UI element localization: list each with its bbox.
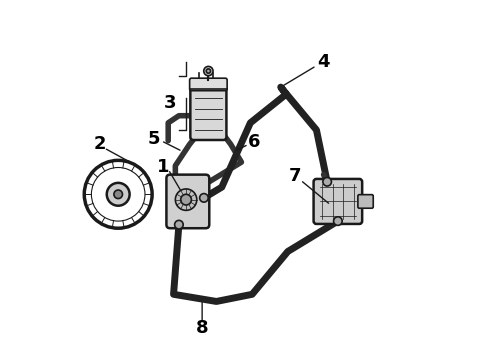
Circle shape bbox=[204, 66, 213, 76]
Text: 8: 8 bbox=[196, 319, 208, 337]
Circle shape bbox=[114, 190, 122, 199]
Circle shape bbox=[206, 69, 211, 73]
Text: 4: 4 bbox=[318, 53, 330, 71]
Circle shape bbox=[175, 189, 197, 210]
Text: 5: 5 bbox=[147, 130, 160, 148]
FancyBboxPatch shape bbox=[314, 179, 362, 224]
Text: 3: 3 bbox=[164, 94, 176, 112]
FancyBboxPatch shape bbox=[190, 78, 227, 91]
FancyBboxPatch shape bbox=[190, 88, 226, 140]
Text: 2: 2 bbox=[94, 135, 107, 153]
Circle shape bbox=[199, 194, 208, 202]
Text: 6: 6 bbox=[247, 134, 260, 152]
Circle shape bbox=[181, 194, 192, 205]
Circle shape bbox=[174, 220, 183, 229]
Text: 1: 1 bbox=[157, 158, 169, 176]
FancyBboxPatch shape bbox=[167, 175, 209, 228]
Circle shape bbox=[107, 183, 130, 206]
Circle shape bbox=[323, 177, 331, 186]
Text: 7: 7 bbox=[289, 167, 301, 185]
Circle shape bbox=[334, 217, 342, 225]
FancyBboxPatch shape bbox=[358, 195, 373, 208]
